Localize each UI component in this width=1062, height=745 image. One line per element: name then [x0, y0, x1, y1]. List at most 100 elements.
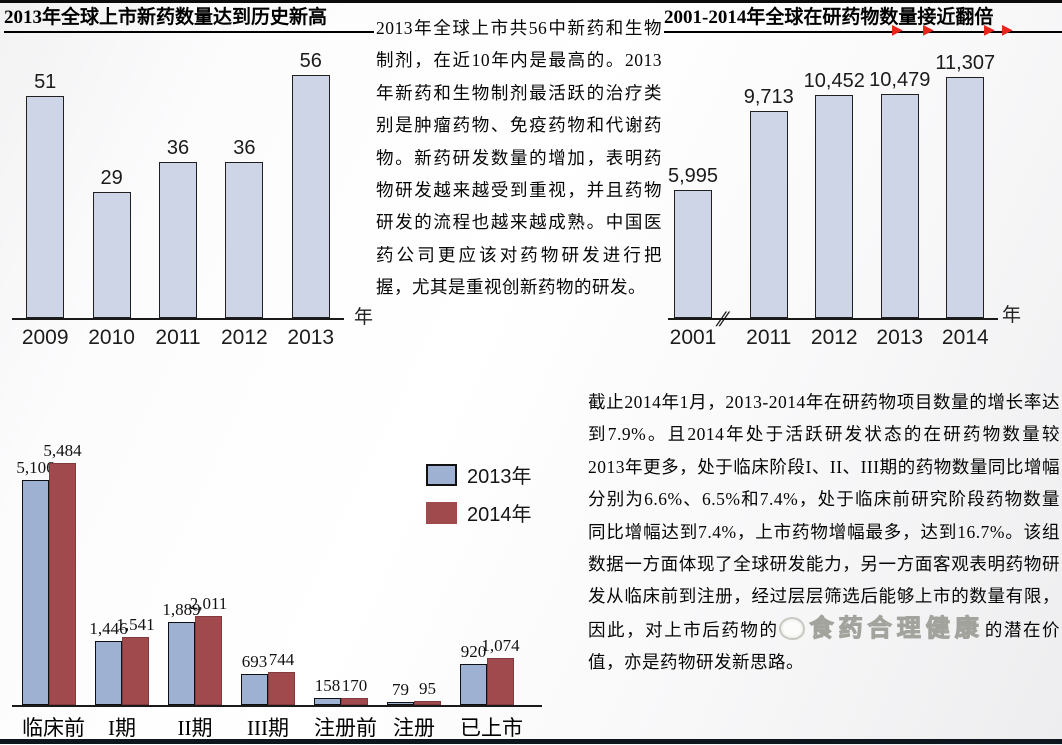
chart-drugs-in-rd: 2001-2014年全球在研药物数量接近翻倍 ▶ ▶ ▶ ▶ 5,995 // 9,… — [664, 6, 1062, 349]
x-axis-tick-label: I期 — [108, 716, 136, 740]
bar-value-label: 5,995 — [667, 164, 719, 187]
bar — [49, 463, 76, 705]
bar — [22, 479, 49, 705]
legend-item-2013: 2013年 — [426, 460, 532, 489]
commentary-bottom-text: 截止2014年1月，2013-2014年在研药物项目数量的增长率达到7.9%。且… — [588, 386, 1060, 679]
bar — [749, 110, 788, 318]
x-axis-tick-label: 2014 — [941, 326, 989, 349]
legend-label: 2014年 — [467, 504, 532, 526]
bar-value-label: 36 — [166, 136, 190, 159]
bar-value-label: 5,106 — [16, 457, 55, 477]
bar-value-label: 1,074 — [481, 635, 520, 655]
x-axis-tick-label: 临床前 — [22, 716, 85, 740]
bar-value-label: 29 — [100, 167, 123, 189]
x-axis-tick-label: 2012 — [221, 326, 268, 349]
bar — [122, 637, 149, 705]
bar-group: 920 1,074 — [460, 428, 520, 705]
commentary-bottom: 截止2014年1月，2013-2014年在研药物项目数量的增长率达到7.9%。且… — [588, 386, 1060, 679]
bar — [291, 74, 330, 318]
grouped-bar-plot: 5,106 5,484 1,446 1,541 1,889 2,011 693 744 158 1… — [12, 428, 542, 707]
bar — [241, 674, 268, 705]
bar-value-label: 9,713 — [743, 85, 794, 108]
legend-swatch-2014 — [426, 501, 457, 524]
bar-group: 5,106 5,484 — [16, 428, 82, 705]
x-axis-tick-label: 2013 — [876, 326, 924, 349]
top-border-rule — [0, 0, 1062, 3]
x-axis-tick-label: 2009 — [21, 326, 69, 349]
x-axis-tick-label: II期 — [177, 716, 213, 740]
x-axis-tick-label: 2011 — [155, 326, 201, 349]
bar-value-label: 5,484 — [43, 441, 82, 461]
bar — [26, 96, 65, 318]
commentary-top: 2013年全球上市共56中新药和生物制剂，在近10年内是最高的。2013年新药和… — [376, 12, 662, 304]
commentary-bottom-part2: 的潜在价值，亦是药物研发新思路。 — [588, 619, 1061, 673]
x-axis-tick-label: 2001 — [669, 326, 717, 349]
bottom-border-rule — [0, 739, 1062, 744]
bar-value-label: 95 — [419, 678, 436, 698]
bar-value-label: 693 — [241, 652, 268, 672]
bar — [92, 192, 131, 318]
bar-value-label: 10,452 — [803, 69, 865, 92]
chart-new-drug-launches: 2013年全球上市新药数量达到历史新高 51 29 36 36 56 2009 2010 2… — [4, 6, 374, 349]
x-axis-tick-label: III期 — [247, 716, 289, 740]
chart-title: 2013年全球上市新药数量达到历史新高 — [4, 6, 374, 33]
x-axis-unit-label: 年 — [1002, 305, 1022, 326]
x-axis-tick-label: 注册 — [393, 716, 435, 740]
x-axis-unit-label: 年 — [354, 307, 374, 328]
bar-value-label: 36 — [233, 136, 256, 159]
triangle-icon: ▶ — [892, 23, 903, 38]
x-axis-tick-label: 2013 — [287, 326, 335, 349]
bar — [460, 664, 487, 705]
bar — [487, 657, 514, 705]
legend-swatch-2013 — [426, 463, 457, 486]
x-axis-tick-label: 注册前 — [314, 716, 377, 740]
bar — [387, 701, 414, 705]
bar-value-label: 2,011 — [189, 594, 228, 614]
bar-group: 158 170 — [314, 428, 368, 705]
legend-label: 2013年 — [467, 466, 532, 488]
bar-value-label: 158 — [314, 676, 341, 696]
bar-value-label: 11,307 — [935, 51, 996, 74]
bar-value-label: 1,889 — [162, 599, 201, 619]
x-axis-tick-label: 2010 — [88, 326, 135, 349]
x-axis-labels: 2009 2010 2011 2012 2013 — [12, 326, 344, 350]
bar-value-label: 1,446 — [89, 619, 128, 639]
x-axis-tick-label: 2012 — [810, 326, 858, 349]
bar-group: 693 744 — [241, 428, 295, 705]
bar — [225, 161, 264, 318]
bar-value-label: 920 — [460, 642, 487, 662]
triangle-icon: ▶ — [984, 23, 995, 38]
bar-group: 1,889 2,011 — [162, 428, 227, 705]
bar — [195, 616, 222, 705]
bar-value-label: 744 — [268, 650, 295, 670]
legend-item-2014: 2014年 — [426, 498, 532, 527]
chart-pipeline-by-phase: 5,106 5,484 1,446 1,541 1,889 2,011 693 744 158 1… — [10, 398, 550, 743]
watermark-logo-icon — [778, 616, 805, 640]
watermark-text: 食药合理健康 — [808, 615, 984, 642]
legend: 2013年 2014年 — [426, 460, 532, 536]
axis-break: // — [715, 306, 727, 331]
bar — [314, 698, 341, 705]
red-triangles-decoration: ▶ ▶ ▶ ▶ — [892, 23, 1032, 41]
x-axis-labels: 2001 2011 2012 2013 2014 — [668, 326, 998, 350]
triangle-icon: ▶ — [1002, 23, 1013, 38]
bar-plot: 5,995 // 9,713 10,452 10,479 11,307 — [667, 38, 998, 331]
bar — [880, 94, 919, 318]
bar-value-label: 56 — [299, 49, 322, 72]
x-axis-tick-label: 2011 — [746, 326, 792, 349]
triangle-icon: ▶ — [923, 23, 934, 38]
bar-value-label: 79 — [392, 679, 409, 699]
commentary-bottom-part1: 截止2014年1月，2013-2014年在研药物项目数量的增长率达到7.9%。且… — [588, 392, 1060, 640]
bar-value-label: 170 — [341, 675, 368, 695]
bar — [815, 94, 854, 318]
bar-value-label: 1,541 — [116, 615, 155, 635]
bar-group: 1,446 1,541 — [89, 428, 155, 705]
bar-group: 79 95 — [387, 428, 441, 705]
bar — [95, 641, 122, 705]
bar — [168, 621, 195, 705]
commentary-top-text: 2013年全球上市共56中新药和生物制剂，在近10年内是最高的。2013年新药和… — [376, 18, 662, 298]
x-axis-labels: 临床前 I期 II期 III期 注册前 注册 已上市 — [12, 712, 542, 742]
bar-value-label: 10,479 — [869, 69, 931, 92]
bar — [268, 672, 295, 705]
